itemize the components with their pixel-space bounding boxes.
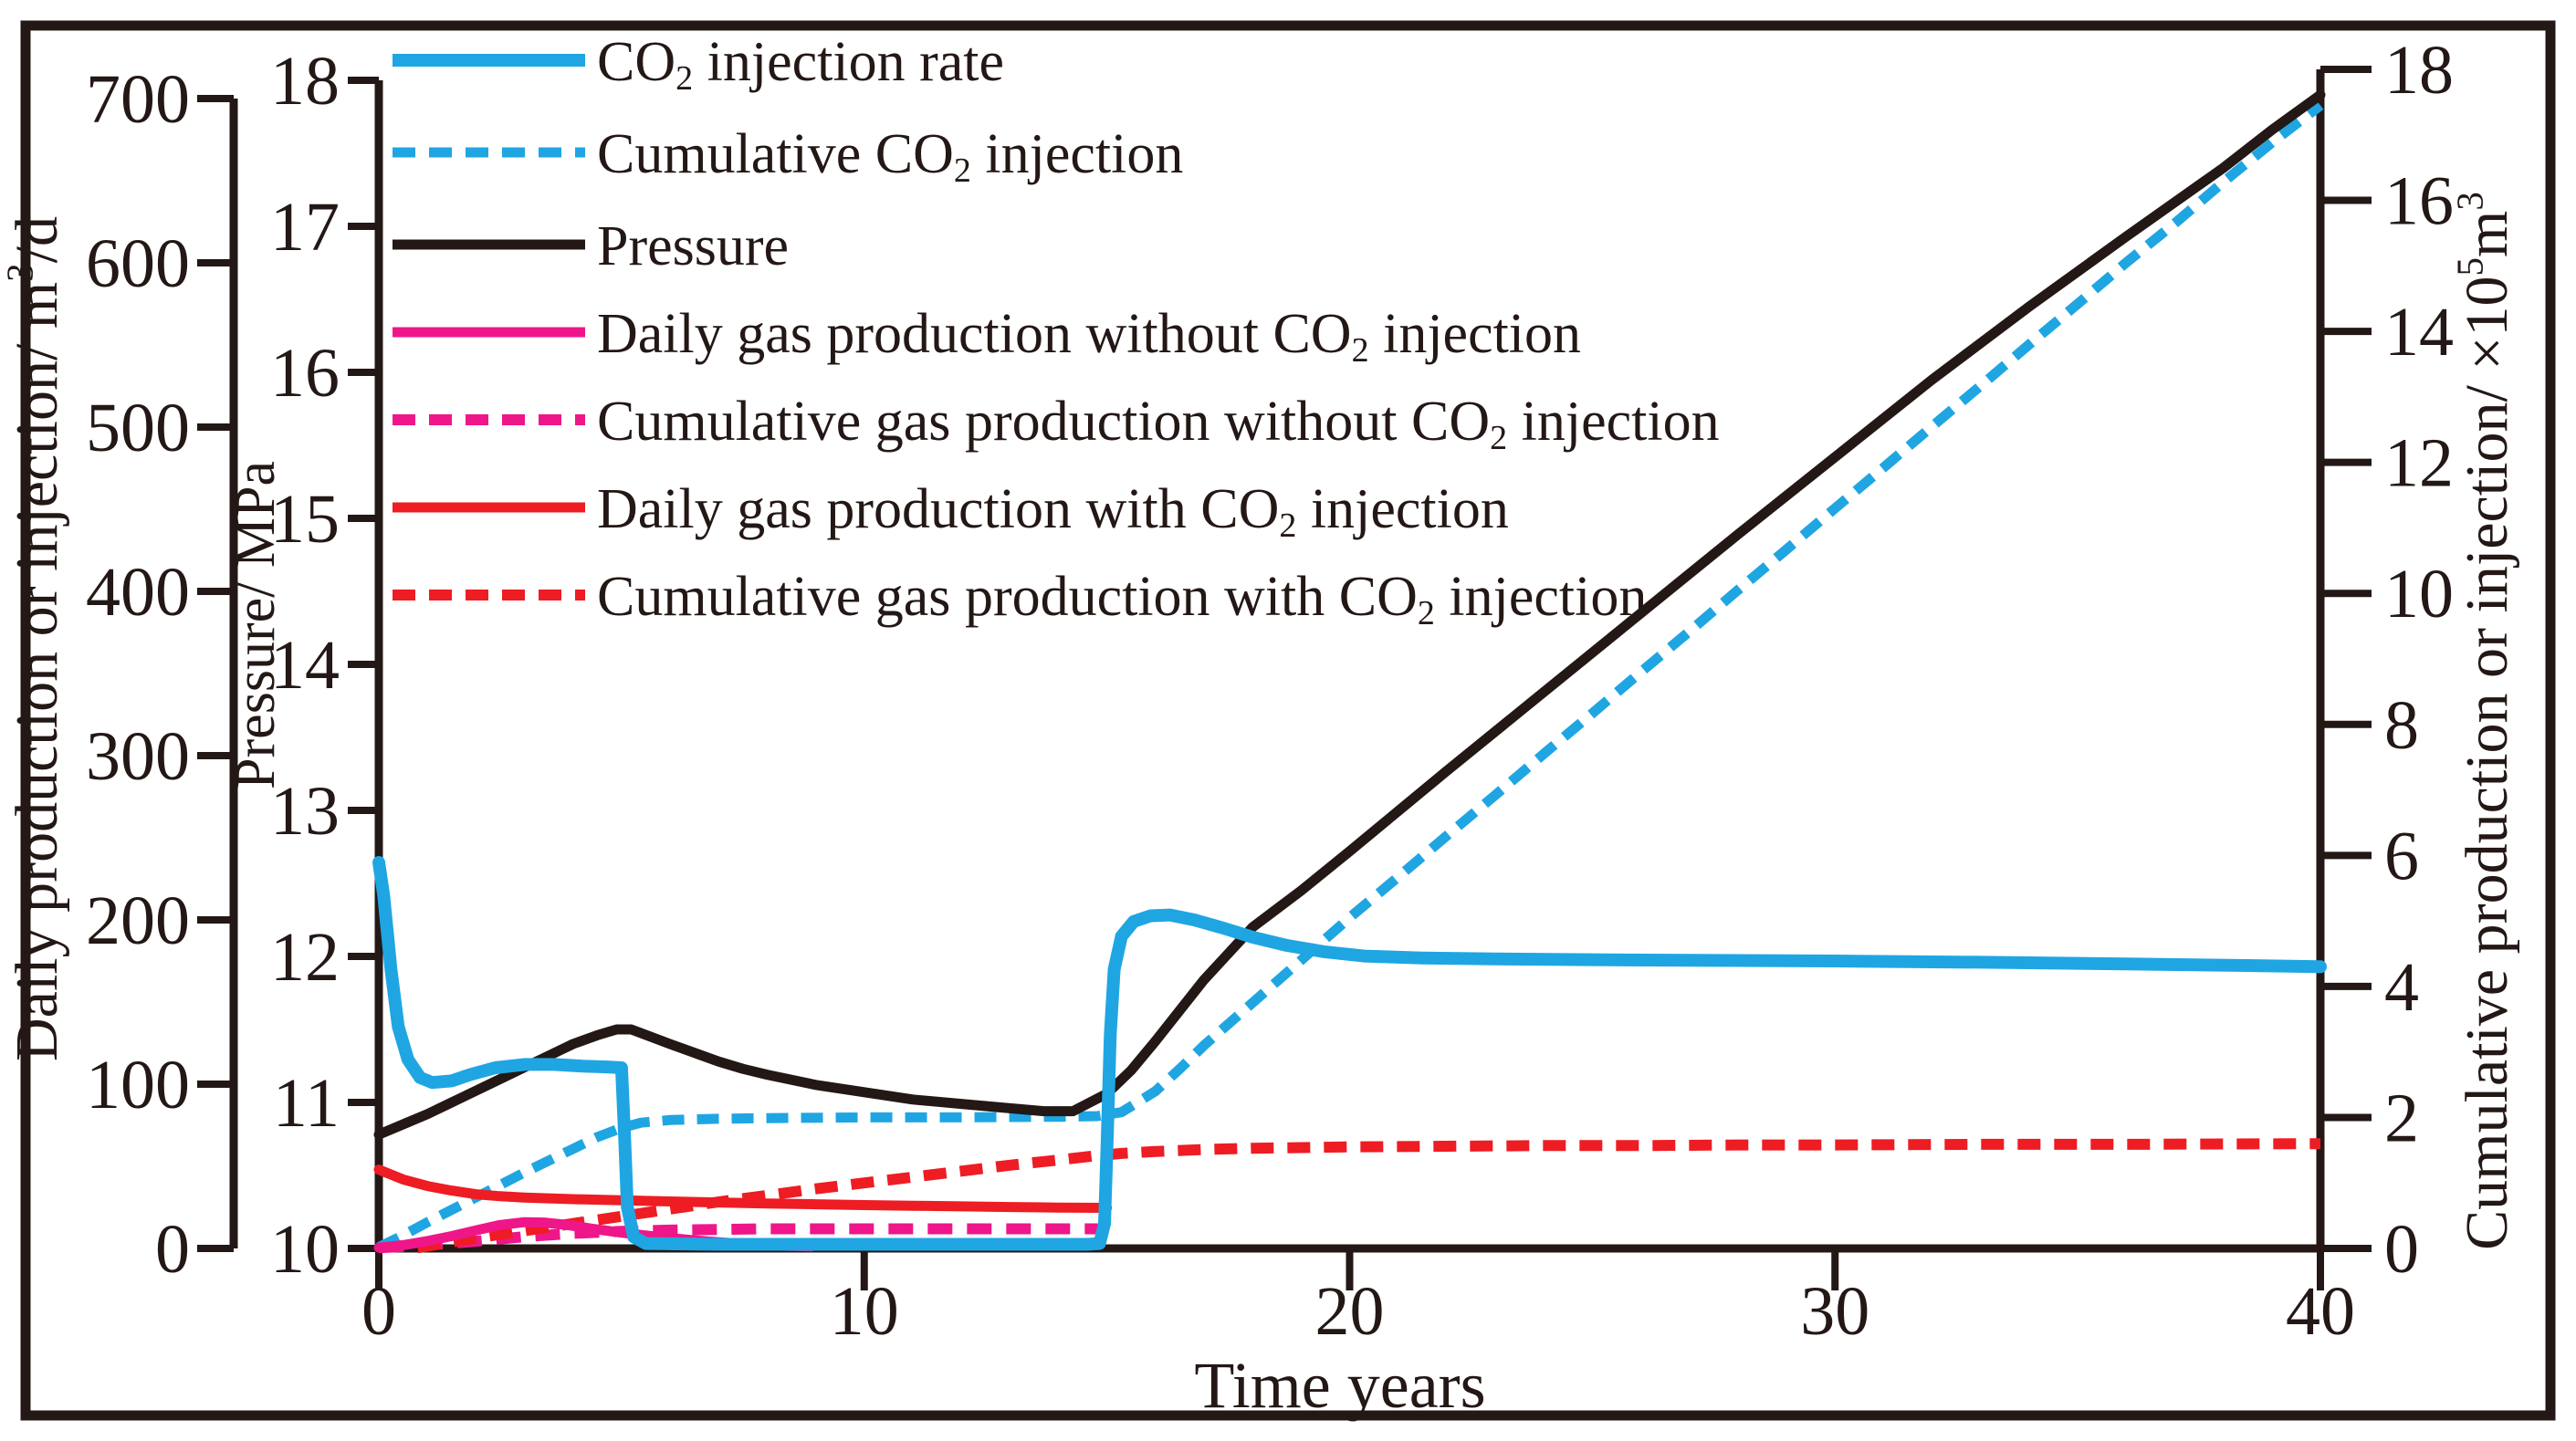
legend-item: Daily gas production with CO2 injection <box>393 478 1509 545</box>
legend-label-cumulative-gas-production-without-co2: Cumulative gas production without CO2 in… <box>597 391 1720 457</box>
pressure-axis-tick-label: 12 <box>270 919 340 996</box>
pressure-axis-tick-label: 15 <box>270 481 340 558</box>
legend-item: Cumulative gas production without CO2 in… <box>393 391 1720 457</box>
cumulative-axis-tick-label: 12 <box>2384 425 2454 502</box>
cumulative-axis-tick-label: 14 <box>2384 294 2454 371</box>
x-axis-tick-label: 30 <box>1800 1273 1869 1350</box>
series-cumulative-gas-production-with-co2-line <box>416 1138 2321 1254</box>
cumulative-axis-tick-label: 16 <box>2384 163 2454 240</box>
daily-axis-tick-label: 100 <box>86 1047 190 1123</box>
legend-item: Pressure <box>393 215 789 277</box>
pressure-axis-tick-label: 16 <box>270 335 340 412</box>
legend-label-daily-gas-production-without-co2: Daily gas production without CO2 injecti… <box>597 303 1581 370</box>
cumulative-axis-tick-label: 6 <box>2384 818 2419 894</box>
legend-item: CO2 injection rate <box>393 31 1004 98</box>
legend-label-daily-gas-production-with-co2: Daily gas production with CO2 injection <box>597 478 1509 545</box>
series-cumulative-co2-injection-line <box>376 101 2324 1252</box>
series-co2-injection-rate-line <box>372 856 2327 1251</box>
pressure-axis-tick-label: 13 <box>270 773 340 850</box>
daily-axis-tick-label: 700 <box>86 61 190 138</box>
series-pressure-line <box>373 89 2326 1140</box>
daily-axis-tick-label: 400 <box>86 554 190 631</box>
pressure-axis-title: Pressure/ MPa <box>225 461 287 789</box>
daily-axis-tick-label: 600 <box>86 225 190 302</box>
daily-axis-title: Daily production or injection/ m3/d <box>0 216 70 1061</box>
legend-label-pressure: Pressure <box>597 215 789 277</box>
figure-border <box>20 20 2556 1421</box>
x-axis-tick-label: 10 <box>830 1273 899 1350</box>
cumulative-axis-title: Cumulative production or injection/ ×105… <box>2449 192 2520 1250</box>
legend-label-cumulative-gas-production-with-co2: Cumulative gas production with CO2 injec… <box>597 566 1647 632</box>
daily-axis-tick-label: 0 <box>155 1211 190 1288</box>
cumulative-axis-tick-label: 8 <box>2384 687 2419 764</box>
daily-axis-tick-label: 500 <box>86 390 190 466</box>
pressure-axis-tick-label: 18 <box>270 43 340 120</box>
legend-label-co2-injection-rate: CO2 injection rate <box>597 31 1004 98</box>
cumulative-axis-tick-label: 4 <box>2384 949 2419 1026</box>
x-axis-tick-label: 20 <box>1315 1273 1385 1350</box>
legend-item: Cumulative CO2 injection <box>393 123 1183 190</box>
cumulative-axis-tick-label: 10 <box>2384 556 2454 632</box>
pressure-axis-tick-label: 10 <box>270 1211 340 1288</box>
pressure-axis-tick-label: 14 <box>270 627 340 704</box>
x-axis-tick-label: 40 <box>2286 1273 2355 1350</box>
daily-axis-tick-label: 200 <box>86 882 190 959</box>
cumulative-axis-tick-label: 0 <box>2384 1211 2419 1288</box>
series-layer <box>372 89 2327 1254</box>
series-daily-gas-production-with-co2-line <box>373 1164 1113 1213</box>
cumulative-axis-tick-label: 2 <box>2384 1080 2419 1156</box>
daily-axis-tick-label: 300 <box>86 718 190 795</box>
legend-item: Daily gas production without CO2 injecti… <box>393 303 1581 370</box>
legend-item: Cumulative gas production with CO2 injec… <box>393 566 1647 632</box>
legend-label-cumulative-co2-injection: Cumulative CO2 injection <box>597 123 1183 190</box>
pressure-axis-tick-label: 17 <box>270 189 340 266</box>
x-axis-title: Time years <box>1194 1349 1485 1422</box>
cumulative-axis-tick-label: 18 <box>2384 32 2454 109</box>
pressure-axis-tick-label: 11 <box>273 1065 340 1142</box>
legend: CO2 injection rate Cumulative CO2 injecti… <box>393 31 1720 632</box>
x-axis-tick-label: 0 <box>361 1273 396 1350</box>
